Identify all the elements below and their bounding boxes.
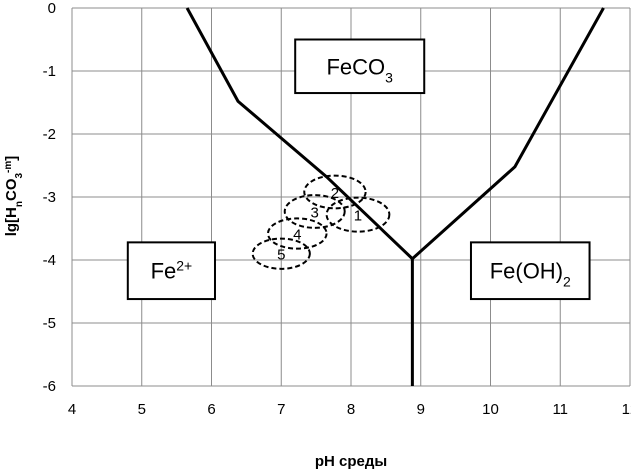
zone-2: 2 xyxy=(303,174,367,210)
zone-label: 4 xyxy=(293,227,301,244)
zone-3: 3 xyxy=(283,194,346,229)
y-tick-label: -1 xyxy=(43,63,56,80)
y-tick-label: -6 xyxy=(43,378,56,395)
zone-label: 2 xyxy=(331,185,339,202)
x-tick-label: 5 xyxy=(138,401,146,418)
y-tick-label: -5 xyxy=(43,315,56,332)
region-box-2: Fe2+ xyxy=(126,241,216,301)
y-tick-label: -2 xyxy=(43,126,56,143)
y-axis-title-end: ] xyxy=(3,156,20,161)
region-label: FeCO3 xyxy=(326,54,393,85)
zone-5: 5 xyxy=(251,237,311,270)
zone-ellipse xyxy=(303,174,367,210)
zone-ellipse xyxy=(325,196,391,233)
y-axis-title-sub2: 3 xyxy=(14,173,25,179)
x-axis-title: pH среды xyxy=(315,453,387,470)
region-label: Fe(OH)2 xyxy=(490,259,571,290)
region-box-frame xyxy=(294,38,426,95)
y-axis-title-base: lg[H xyxy=(3,207,20,236)
y-tick-labels: 0 -1 -2 -3 -4 -5 -6 xyxy=(43,0,56,395)
x-tick-label: 12 xyxy=(622,401,631,418)
x-tick-label: 9 xyxy=(417,401,425,418)
y-axis-title: lg[HnCO3-m] xyxy=(3,156,25,237)
regions: FeCO3 Fe2+ Fe(OH)2 xyxy=(126,38,591,301)
zone-ellipse xyxy=(283,194,346,229)
boundary-line-2 xyxy=(411,7,605,260)
x-tick-label: 10 xyxy=(482,401,499,418)
y-axis-title-sub1: n xyxy=(14,201,25,207)
boundary-line-1 xyxy=(185,7,414,260)
zone-ellipse xyxy=(266,217,328,250)
x-tick-label: 6 xyxy=(207,401,215,418)
y-tick-label: 0 xyxy=(48,0,56,17)
zone-label: 3 xyxy=(311,204,319,221)
zone-ellipse xyxy=(251,237,311,270)
region-label: Fe2+ xyxy=(151,258,193,284)
y-tick-label: -3 xyxy=(43,189,56,206)
x-tick-label: 7 xyxy=(277,401,285,418)
zone-1: 1 xyxy=(325,196,391,233)
y-axis-title-sup: -m xyxy=(3,161,14,173)
region-box-frame xyxy=(469,241,591,301)
y-axis-title-mid: CO xyxy=(3,178,20,201)
x-tick-label: 8 xyxy=(347,401,355,418)
plot-lines xyxy=(185,7,605,386)
region-box-3: Fe(OH)2 xyxy=(469,241,591,301)
zone-label: 1 xyxy=(354,208,362,225)
x-tick-labels: 4 5 6 7 8 9 10 11 12 xyxy=(68,401,631,418)
region-box-frame xyxy=(126,241,216,301)
zone-4: 4 xyxy=(266,217,328,250)
x-tick-label: 4 xyxy=(68,401,76,418)
x-tick-label: 11 xyxy=(552,401,568,418)
region-box-1: FeCO3 xyxy=(294,38,426,95)
zone-label: 5 xyxy=(277,247,285,264)
y-tick-label: -4 xyxy=(43,252,56,269)
